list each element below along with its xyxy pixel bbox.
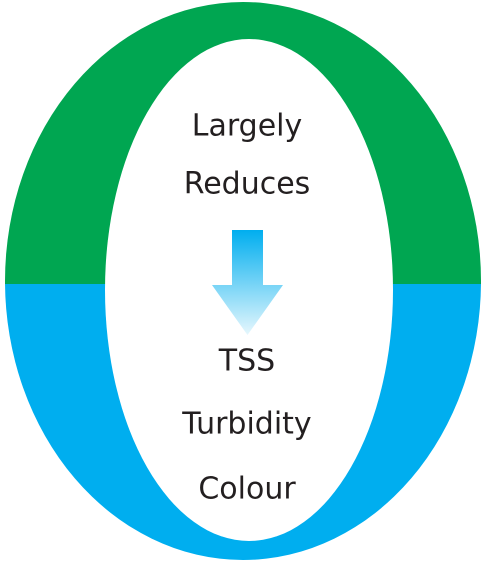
bottom-text: Turbidity bbox=[181, 407, 311, 442]
down-arrow bbox=[212, 230, 283, 335]
top-text: Reduces bbox=[184, 167, 311, 202]
bottom-text: Colour bbox=[198, 472, 296, 507]
bottom-text: TSS bbox=[218, 344, 275, 379]
top-text: Largely bbox=[192, 109, 303, 144]
